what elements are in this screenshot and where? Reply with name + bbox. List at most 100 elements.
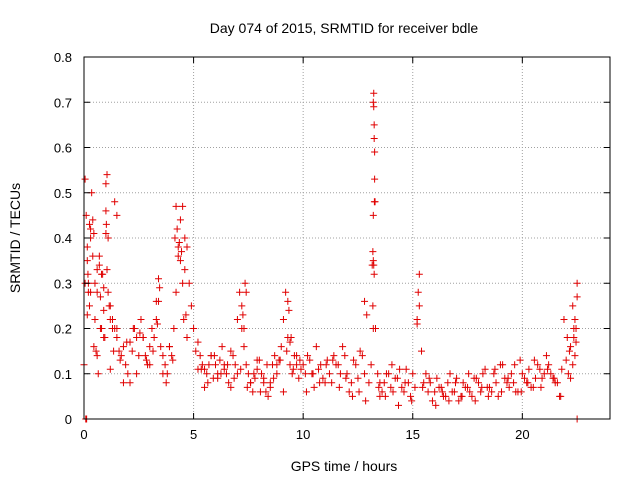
data-point: [408, 397, 416, 405]
data-point: [570, 334, 578, 342]
data-point: [370, 89, 378, 97]
data-point: [104, 288, 112, 296]
data-point: [534, 361, 542, 369]
data-point: [124, 370, 132, 378]
data-point: [524, 379, 532, 387]
data-point: [361, 370, 369, 378]
data-point: [464, 383, 472, 391]
data-point: [263, 361, 271, 369]
data-point: [100, 306, 108, 314]
data-point: [212, 361, 219, 369]
data-point: [564, 370, 572, 378]
data-point: [172, 202, 180, 210]
data-point: [152, 297, 160, 305]
data-point: [266, 383, 274, 391]
data-point: [558, 365, 566, 373]
data-point: [102, 229, 110, 237]
data-point: [572, 338, 580, 346]
data-point: [453, 374, 461, 382]
data-point: [293, 352, 301, 360]
data-point: [369, 211, 377, 219]
data-point: [203, 370, 211, 378]
data-point: [176, 216, 184, 224]
data-point: [295, 374, 303, 382]
data-point: [87, 225, 95, 233]
data-point: [420, 379, 428, 387]
data-point: [557, 392, 565, 400]
data-point: [411, 383, 419, 391]
data-point: [227, 383, 235, 391]
data-point: [565, 347, 573, 355]
data-point: [133, 334, 141, 342]
data-point: [545, 361, 553, 369]
data-point: [150, 334, 158, 342]
data-point: [363, 311, 371, 319]
data-point: [369, 248, 377, 256]
data-point: [253, 365, 261, 373]
data-point: [339, 343, 347, 351]
data-point: [157, 343, 165, 351]
data-point: [128, 347, 136, 355]
data-point: [567, 374, 575, 382]
data-point: [309, 370, 317, 378]
data-point: [162, 379, 170, 387]
data-point: [126, 379, 134, 387]
data-point: [362, 397, 370, 405]
data-point: [168, 352, 176, 360]
y-tick-label: 0.3: [54, 276, 72, 291]
data-point: [159, 352, 167, 360]
data-point: [542, 352, 550, 360]
data-point: [396, 365, 404, 373]
data-point: [341, 352, 349, 360]
data-point: [102, 180, 110, 188]
data-point: [299, 361, 307, 369]
data-point: [446, 370, 454, 378]
data-point: [450, 388, 458, 396]
data-point: [90, 343, 98, 351]
data-point: [155, 275, 163, 283]
data-point: [106, 315, 114, 323]
data-point: [504, 374, 512, 382]
data-point: [352, 361, 360, 369]
data-point: [96, 293, 104, 301]
data-point: [525, 365, 533, 373]
data-point: [142, 356, 150, 364]
data-point: [422, 370, 430, 378]
data-point: [310, 383, 318, 391]
data-point: [229, 352, 237, 360]
data-point: [161, 361, 169, 369]
data-point: [217, 370, 225, 378]
x-tick-label: 5: [190, 427, 197, 442]
data-point: [475, 379, 482, 387]
data-point: [367, 361, 375, 369]
data-point: [426, 379, 434, 387]
data-point: [216, 356, 224, 364]
data-point: [110, 347, 118, 355]
data-point: [322, 361, 330, 369]
data-point: [490, 370, 498, 378]
data-point: [432, 401, 440, 409]
data-point: [498, 388, 506, 396]
data-point: [365, 379, 373, 387]
data-point: [113, 334, 121, 342]
data-point: [413, 320, 421, 328]
data-point: [95, 261, 103, 269]
data-point: [573, 293, 581, 301]
y-tick-label: 0.5: [54, 186, 72, 201]
data-point: [282, 288, 290, 296]
data-point: [445, 397, 453, 405]
data-point: [190, 325, 198, 332]
data-point: [301, 370, 309, 378]
data-point: [152, 315, 160, 323]
data-point: [249, 388, 257, 396]
data-point: [240, 325, 248, 332]
data-point: [316, 379, 324, 387]
data-point: [491, 365, 499, 373]
data-point: [83, 257, 91, 265]
data-point: [239, 311, 247, 319]
data-point: [472, 374, 480, 382]
data-point: [570, 325, 578, 332]
data-point: [345, 388, 353, 396]
data-point: [105, 302, 113, 310]
data-point: [503, 379, 511, 387]
